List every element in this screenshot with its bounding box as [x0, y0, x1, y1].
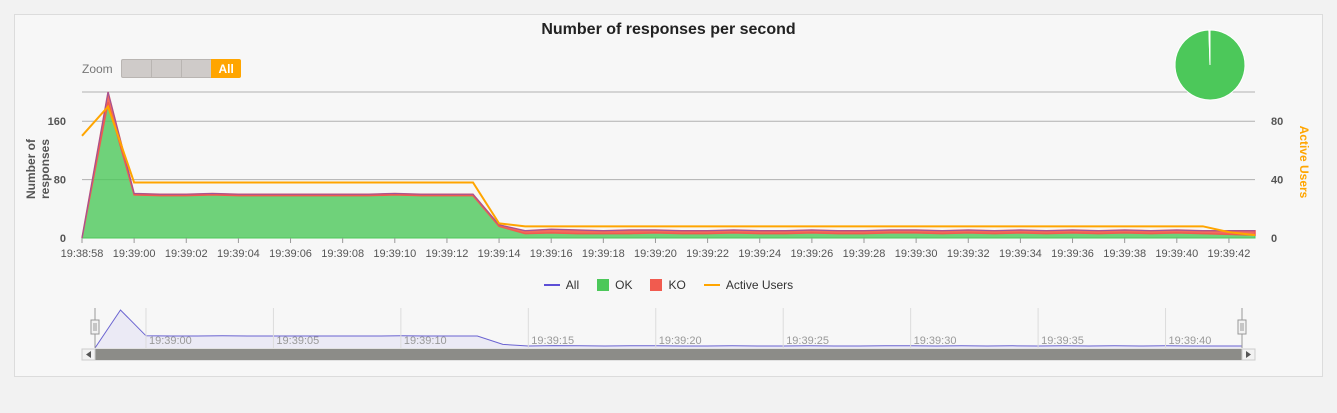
legend-all-label: All	[565, 278, 580, 292]
legend-item-users[interactable]: Active Users	[703, 278, 794, 292]
all-line	[81, 91, 1255, 239]
x-tick-label: 19:39:30	[895, 248, 938, 260]
navigator-tick-label: 19:39:15	[531, 335, 574, 347]
y-tick-label: 160	[48, 116, 66, 128]
legend-users-label: Active Users	[725, 278, 794, 292]
zoom-all-button[interactable]: All	[210, 59, 241, 78]
x-tick-label: 19:39:26	[790, 248, 833, 260]
zoom-control: Zoom All	[82, 59, 241, 78]
x-tick-label: 19:39:10	[373, 248, 416, 260]
x-tick-label: 19:39:36	[1051, 248, 1094, 260]
x-tick-label: 19:39:02	[165, 248, 208, 260]
ok-area	[81, 102, 1256, 239]
navigator-area	[95, 310, 1242, 348]
navigator-right-handle	[1237, 319, 1247, 335]
legend-ok-swatch	[597, 279, 610, 291]
legend-all-swatch	[543, 284, 560, 286]
x-tick-label: 19:39:12	[426, 248, 469, 260]
navigator-tick-label: 19:39:25	[786, 335, 829, 347]
navigator-tick-label: 19:39:30	[914, 335, 957, 347]
pie-slice-ko	[1208, 29, 1211, 66]
y2-tick-label: 80	[1271, 116, 1283, 128]
x-tick-label: 19:39:04	[217, 248, 260, 260]
zoom-button-3[interactable]	[180, 59, 211, 78]
legend-ko-label: KO	[668, 278, 686, 292]
legend-ko-swatch	[650, 279, 663, 291]
scroll-right-icon	[1246, 351, 1251, 358]
y2-tick-label: 40	[1271, 175, 1283, 187]
x-tick-label: 19:39:16	[530, 248, 573, 260]
navigator-tick-label: 19:39:10	[404, 335, 447, 347]
zoom-button-1[interactable]	[120, 59, 151, 78]
y-tick-label: 0	[60, 233, 66, 245]
y-tick-label: 80	[54, 175, 66, 187]
legend-item-ok[interactable]: OK	[597, 278, 632, 292]
navigator-tick-label: 19:39:40	[1169, 335, 1212, 347]
legend: All OK KO Active Users	[0, 278, 1337, 292]
navigator-tick-label: 19:39:05	[276, 335, 319, 347]
x-tick-label: 19:39:22	[686, 248, 729, 260]
legend-users-swatch	[703, 284, 720, 286]
x-tick-label: 19:38:58	[61, 248, 104, 260]
navigator-line	[94, 309, 1242, 349]
y2-tick-label: 0	[1271, 233, 1277, 245]
legend-ok-label: OK	[615, 278, 633, 292]
x-tick-label: 19:39:08	[321, 248, 364, 260]
legend-item-all[interactable]: All	[543, 278, 580, 292]
active-users-line	[81, 104, 1256, 237]
x-tick-label: 19:39:24	[738, 248, 781, 260]
x-tick-label: 19:39:00	[113, 248, 156, 260]
x-tick-label: 19:39:20	[634, 248, 677, 260]
legend-item-ko[interactable]: KO	[650, 278, 686, 292]
scrollbar-thumb	[95, 349, 1242, 360]
zoom-label: Zoom	[82, 61, 113, 76]
x-tick-label: 19:39:42	[1208, 248, 1251, 260]
zoom-button-2[interactable]	[150, 59, 181, 78]
x-tick-label: 19:39:40	[1155, 248, 1198, 260]
navigator-tick-label: 19:39:20	[659, 335, 702, 347]
x-tick-label: 19:39:28	[843, 248, 886, 260]
x-tick-label: 19:39:38	[1103, 248, 1146, 260]
navigator-tick-label: 19:39:00	[149, 335, 192, 347]
x-tick-label: 19:39:06	[269, 248, 312, 260]
navigator-left-handle	[90, 319, 100, 335]
chart-title: Number of responses per second	[541, 21, 796, 38]
x-tick-label: 19:39:34	[999, 248, 1042, 260]
x-tick-label: 19:39:32	[947, 248, 990, 260]
x-tick-label: 19:39:14	[478, 248, 521, 260]
x-tick-label: 19:39:18	[582, 248, 625, 260]
scroll-left-icon	[86, 351, 91, 358]
navigator-tick-label: 19:39:35	[1041, 335, 1084, 347]
